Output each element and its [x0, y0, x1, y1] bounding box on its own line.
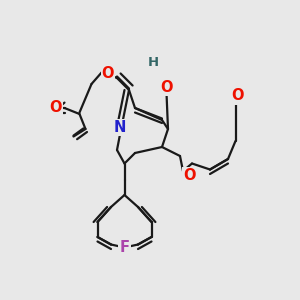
Text: N: N — [114, 120, 126, 135]
Text: O: O — [102, 66, 114, 81]
Text: O: O — [49, 100, 62, 116]
Text: F: F — [119, 240, 130, 255]
Text: O: O — [160, 80, 173, 94]
Text: H: H — [147, 56, 159, 70]
Text: O: O — [183, 168, 195, 183]
Text: O: O — [231, 88, 243, 104]
